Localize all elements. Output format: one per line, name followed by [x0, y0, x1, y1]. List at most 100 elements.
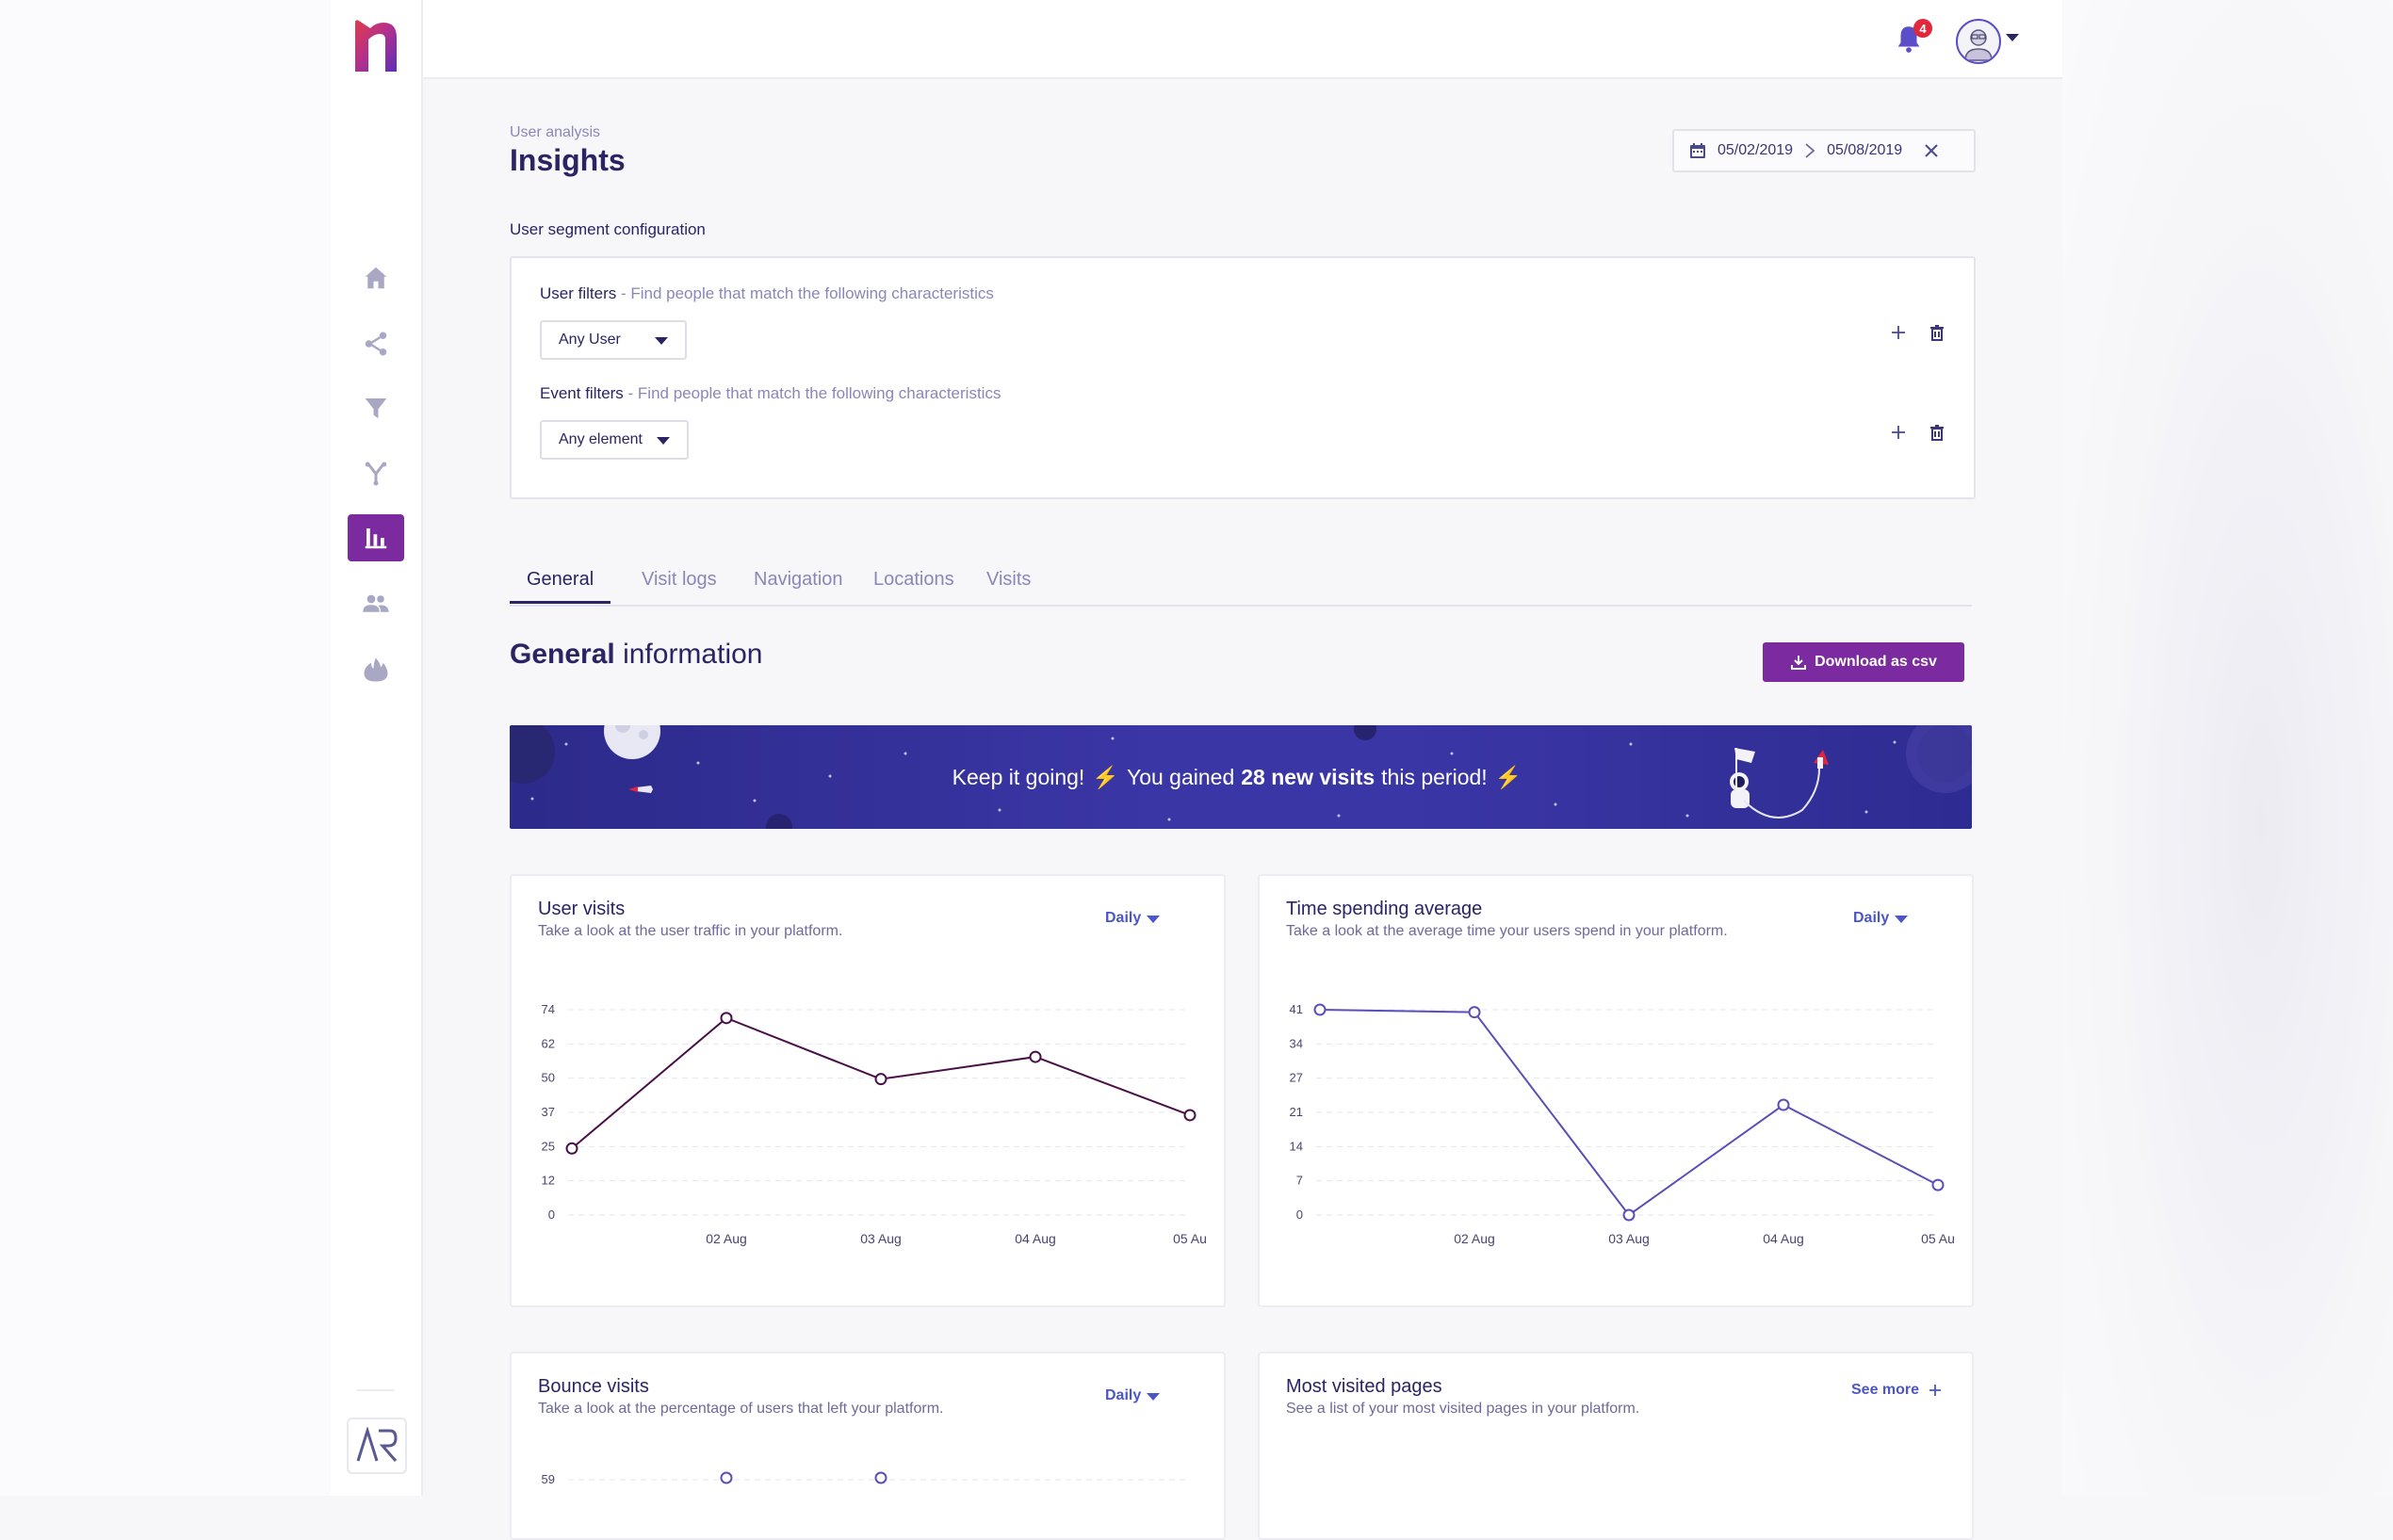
period-label: Daily	[1105, 1387, 1142, 1403]
banner-mid: You gained	[1126, 764, 1235, 789]
y-tick-label: 7	[1296, 1174, 1303, 1188]
share-icon	[365, 332, 387, 356]
download-csv-button[interactable]: Download as csv	[1763, 642, 1964, 682]
add-event-filter-icon[interactable]	[1888, 422, 1909, 443]
card-subtitle: Take a look at the user traffic in your …	[538, 923, 843, 939]
x-tick-label: 02 Aug	[1454, 1231, 1495, 1246]
sidebar-item-home[interactable]	[348, 254, 404, 301]
user-visits-chart: 0 12 25 37 50 62 74 02 Aug 03 Aug 04 Aug 05 Au	[542, 1002, 1207, 1246]
event-filter-value: Any element	[559, 431, 643, 447]
user-filters-title: User filters	[540, 284, 617, 302]
period-label: Daily	[1105, 910, 1142, 926]
date-range-picker[interactable]: 05/02/2019 05/08/2019	[1672, 129, 1976, 172]
sidebar-item-insights[interactable]	[348, 514, 404, 561]
plus-icon	[1929, 1385, 1942, 1396]
download-icon	[1791, 656, 1807, 670]
y-tick-label: 74	[542, 1002, 555, 1016]
data-point	[1777, 1098, 1790, 1111]
y-tick-label: 12	[542, 1174, 555, 1188]
delete-user-filter-icon[interactable]	[1927, 322, 1947, 343]
user-filters-description: - Find people that match the following c…	[616, 284, 994, 302]
ar-logo-icon	[356, 1427, 398, 1462]
y-tick-label: 21	[1290, 1105, 1303, 1119]
segment-config-title: User segment configuration	[510, 220, 706, 238]
sidebar-item-funnel[interactable]	[348, 384, 404, 431]
main-area: 4 User analysis Insights 05/02/2019 05/0…	[423, 0, 2062, 1540]
data-point	[1029, 1050, 1042, 1063]
chevron-down-icon	[657, 437, 670, 445]
data-point	[1622, 1208, 1636, 1222]
y-tick-label: 50	[542, 1071, 555, 1085]
tab-bar: General Visit logs Navigation Locations …	[510, 565, 1972, 607]
user-avatar-icon	[1964, 29, 1993, 61]
close-icon[interactable]	[1923, 142, 1940, 159]
card-subtitle: See a list of your most visited pages in…	[1286, 1401, 1640, 1417]
y-tick-label: 41	[1290, 1002, 1303, 1016]
period-select[interactable]: Daily	[1853, 910, 1909, 927]
filter-icon	[365, 398, 387, 419]
sidebar-item-heatmaps[interactable]	[348, 646, 404, 693]
avatar[interactable]	[1956, 19, 2001, 64]
x-tick-label: 05 Au	[1173, 1231, 1207, 1246]
delete-event-filter-icon[interactable]	[1927, 422, 1947, 443]
data-point	[720, 1471, 733, 1484]
achievement-banner: Keep it going! ⚡ You gained 28 new visit…	[510, 725, 1972, 829]
see-more-link[interactable]: See more	[1851, 1382, 1942, 1399]
tab-navigation[interactable]: Navigation	[754, 569, 843, 590]
page-backdrop-right	[2062, 0, 2393, 1496]
sidebar-item-share[interactable]	[348, 320, 404, 367]
period-select[interactable]: Daily	[1105, 1387, 1161, 1404]
y-tick-label: 34	[1290, 1036, 1303, 1050]
x-tick-label: 03 Aug	[1608, 1231, 1650, 1246]
add-user-filter-icon[interactable]	[1888, 322, 1909, 343]
sidebar-item-flows[interactable]	[348, 450, 404, 497]
card-title: Most visited pages	[1286, 1376, 1442, 1397]
notification-count-badge: 4	[1913, 19, 1932, 38]
chevron-down-icon[interactable]	[2006, 34, 2019, 41]
bounce-visits-card: Bounce visits Take a look at the percent…	[510, 1352, 1226, 1540]
chevron-down-icon	[1147, 916, 1161, 923]
data-point	[1313, 1003, 1327, 1016]
time-spending-card: Time spending average Take a look at the…	[1258, 874, 1974, 1307]
period-label: Daily	[1853, 910, 1890, 926]
y-tick-label: 37	[542, 1105, 555, 1119]
split-icon	[365, 462, 387, 486]
tab-visits[interactable]: Visits	[986, 569, 1032, 590]
bar-chart-icon	[365, 528, 387, 549]
data-point	[1931, 1178, 1945, 1191]
section-title-rest: information	[614, 639, 763, 670]
section-title: General information	[510, 639, 762, 671]
date-start[interactable]: 05/02/2019	[1717, 142, 1794, 158]
page-backdrop-left	[0, 0, 331, 1496]
x-tick-label: 02 Aug	[706, 1231, 747, 1246]
banner-highlight: 28 new visits	[1241, 764, 1376, 789]
account-logo[interactable]	[347, 1418, 407, 1474]
y-tick-label: 0	[1296, 1208, 1303, 1222]
home-icon	[365, 267, 387, 289]
y-tick-label: 14	[1290, 1139, 1303, 1153]
data-point	[1183, 1109, 1196, 1122]
tab-visit-logs[interactable]: Visit logs	[642, 569, 717, 590]
y-tick-label: 0	[548, 1208, 555, 1222]
period-select[interactable]: Daily	[1105, 910, 1161, 927]
x-tick-label: 03 Aug	[860, 1231, 902, 1246]
card-subtitle: Take a look at the percentage of users t…	[538, 1401, 944, 1417]
event-filter-select[interactable]: Any element	[540, 420, 689, 460]
user-visits-card: User visits Take a look at the user traf…	[510, 874, 1226, 1307]
brand-logo[interactable]	[351, 17, 400, 72]
see-more-label: See more	[1851, 1382, 1920, 1398]
lightning-icon: ⚡	[1092, 764, 1119, 789]
banner-message: Keep it going! ⚡ You gained 28 new visit…	[510, 725, 1972, 829]
sidebar-item-users[interactable]	[348, 580, 404, 627]
card-title: User visits	[538, 899, 626, 919]
bounce-visits-chart: 59	[542, 1471, 1190, 1486]
tab-locations[interactable]: Locations	[873, 569, 954, 590]
tab-general[interactable]: General	[510, 565, 611, 604]
user-filter-select[interactable]: Any User	[540, 320, 687, 360]
user-filter-value: Any User	[559, 332, 621, 348]
top-bar: 4	[423, 0, 2062, 79]
date-end[interactable]: 05/08/2019	[1827, 142, 1903, 158]
data-point	[1468, 1006, 1481, 1019]
time-spending-chart: 0 7 14 21 27 34 41 02 Aug 03 Aug 04 Aug 05 Au	[1290, 1002, 1955, 1246]
section-title-bold: General	[510, 639, 615, 670]
